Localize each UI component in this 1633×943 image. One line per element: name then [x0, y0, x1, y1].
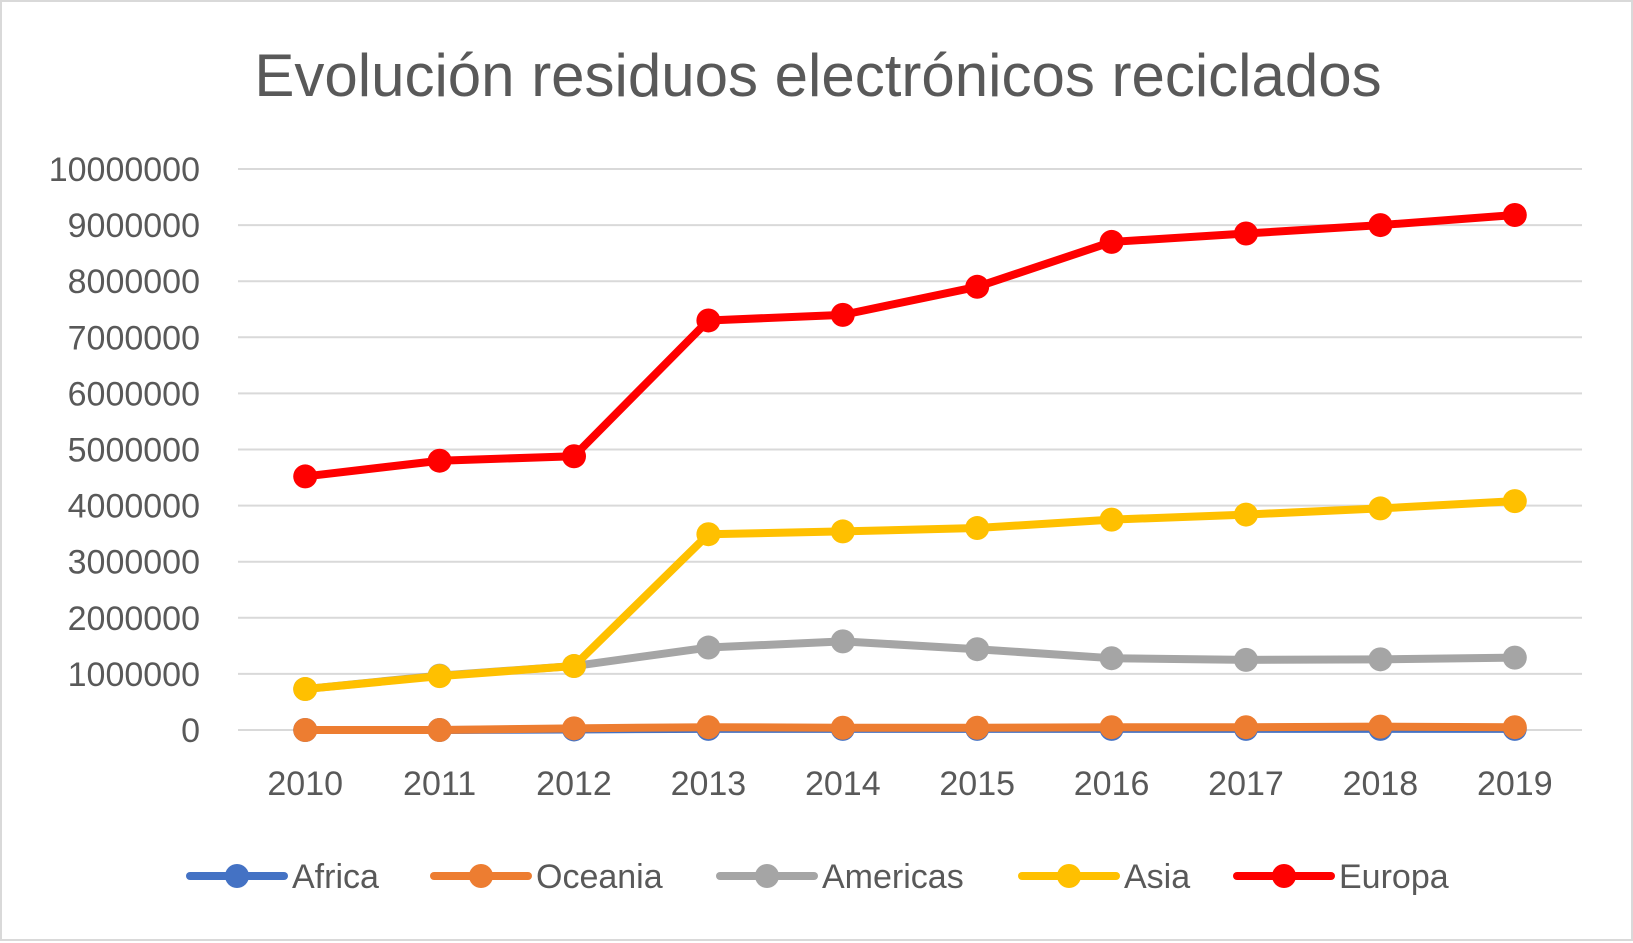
x-tick-label: 2018: [1343, 765, 1419, 803]
data-point: [965, 715, 990, 740]
series-oceania: [293, 714, 1527, 742]
data-point: [1368, 714, 1393, 739]
data-point: [696, 308, 721, 333]
data-point: [1502, 715, 1527, 740]
y-tick-label: 5000000: [68, 432, 200, 470]
legend: Africa Oceania Americas Asia Europa: [186, 858, 1449, 896]
y-tick-label: 1000000: [68, 656, 200, 694]
data-point: [830, 629, 855, 654]
legend-swatch-marker: [755, 864, 779, 888]
chart-title: Evolución residuos electrónicos reciclad…: [254, 42, 1381, 109]
data-point: [1099, 229, 1124, 254]
legend-item-africa: Africa: [186, 858, 379, 896]
x-tick-label: 2013: [671, 765, 747, 803]
legend-swatch-marker: [225, 864, 249, 888]
data-point: [427, 718, 452, 742]
data-point: [1099, 507, 1124, 532]
data-point: [427, 448, 452, 473]
y-tick-label: 4000000: [68, 488, 200, 526]
data-point: [1099, 646, 1124, 671]
data-point: [1099, 715, 1124, 740]
x-tick-label: 2015: [939, 765, 1015, 803]
legend-item-asia: Asia: [1018, 858, 1190, 896]
legend-item-americas: Americas: [716, 858, 964, 896]
data-point: [562, 444, 586, 469]
data-point: [1368, 213, 1393, 238]
data-point: [696, 635, 721, 660]
data-point: [965, 516, 990, 541]
data-point: [1234, 647, 1258, 672]
data-point: [965, 274, 990, 299]
x-tick-label: 2011: [403, 765, 476, 803]
series-americas: [293, 629, 1527, 702]
data-point: [562, 716, 586, 741]
data-point: [293, 677, 318, 702]
data-point: [830, 302, 855, 327]
series-line: [301, 211, 1519, 481]
x-tick-label: 2014: [805, 765, 881, 803]
series-asia: [293, 489, 1527, 702]
data-point: [830, 715, 855, 740]
data-point: [1502, 489, 1527, 514]
series-line: [301, 637, 1519, 694]
data-point: [293, 464, 318, 489]
legend-label: Europa: [1339, 858, 1449, 896]
x-tick-label: 2017: [1208, 765, 1284, 803]
y-tick-label: 0: [181, 712, 200, 750]
y-tick-label: 7000000: [68, 319, 200, 357]
x-tick-label: 2010: [267, 765, 343, 803]
data-point: [1234, 221, 1258, 246]
data-point: [830, 519, 855, 544]
series-europa: [293, 203, 1527, 489]
x-tick-label: 2012: [536, 765, 612, 803]
y-tick-label: 3000000: [68, 544, 200, 582]
legend-item-oceania: Oceania: [430, 858, 663, 896]
data-point: [1234, 502, 1258, 527]
data-point: [696, 715, 721, 740]
legend-label: Americas: [822, 858, 964, 896]
legend-label: Oceania: [536, 858, 663, 896]
x-tick-label: 2019: [1477, 765, 1553, 803]
data-point: [562, 654, 586, 679]
x-axis: 2010 2011 2012 2013 2014 2015 2016 2017 2018 2019: [267, 765, 1552, 803]
y-tick-label: 2000000: [68, 600, 200, 638]
data-point: [1234, 715, 1258, 740]
legend-item-europa: Europa: [1233, 858, 1449, 896]
y-tick-label: 6000000: [68, 375, 200, 413]
legend-label: Africa: [292, 858, 379, 896]
data-point: [1502, 203, 1527, 228]
legend-swatch-marker: [1057, 864, 1081, 888]
data-point: [1368, 496, 1393, 521]
series-line: [301, 722, 1519, 734]
series-line: [301, 497, 1519, 694]
legend-swatch-marker: [469, 864, 493, 888]
data-point: [1502, 645, 1527, 670]
y-tick-label: 10000000: [49, 151, 200, 189]
series-layer: [293, 203, 1527, 742]
data-point: [1368, 647, 1393, 672]
legend-swatch-marker: [1272, 864, 1296, 888]
data-point: [293, 718, 318, 742]
x-tick-label: 2016: [1074, 765, 1150, 803]
y-tick-label: 9000000: [68, 207, 200, 245]
legend-label: Asia: [1124, 858, 1190, 896]
y-tick-label: 8000000: [68, 263, 200, 301]
data-point: [427, 664, 452, 689]
data-point: [965, 637, 990, 662]
data-point: [696, 522, 721, 547]
y-axis: 0 1000000 2000000 3000000 4000000 5000000 6000…: [49, 151, 200, 750]
